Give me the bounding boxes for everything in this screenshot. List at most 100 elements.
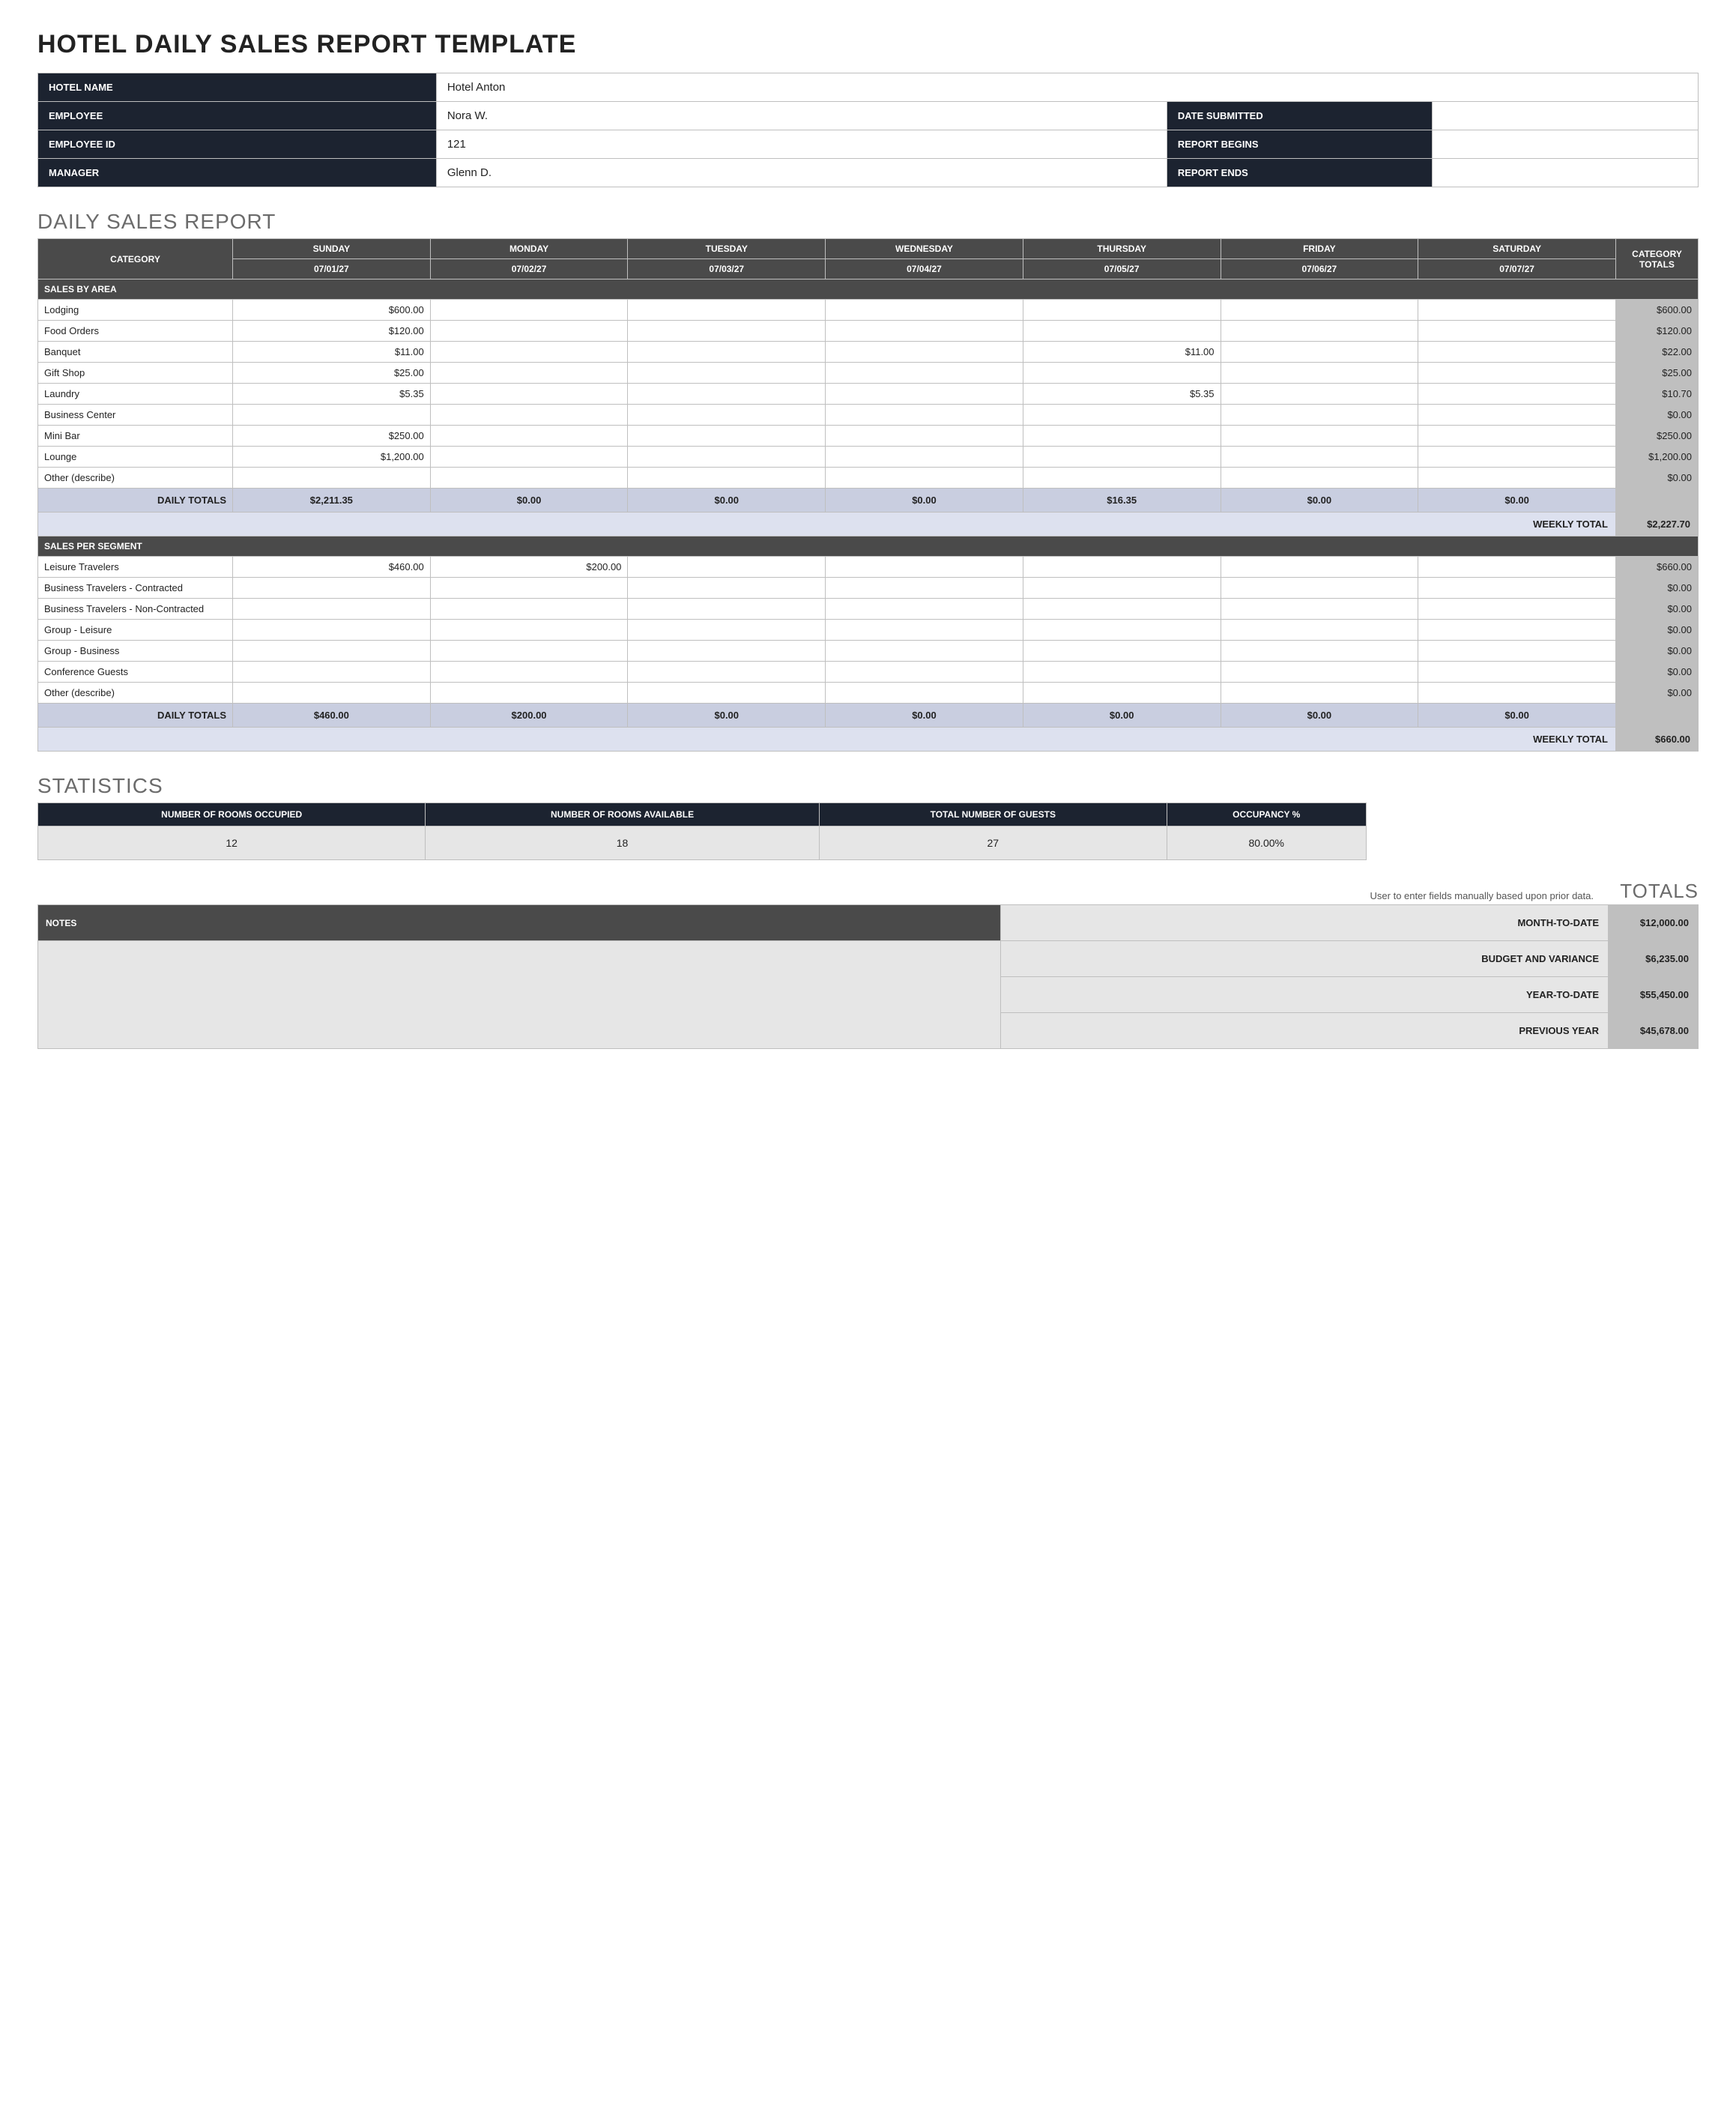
cell-value[interactable]	[430, 599, 628, 620]
cell-value[interactable]: $1,200.00	[233, 447, 431, 468]
cell-value[interactable]	[1418, 405, 1616, 426]
cell-value[interactable]	[1023, 405, 1221, 426]
cell-value[interactable]	[826, 321, 1023, 342]
cell-value[interactable]	[1418, 578, 1616, 599]
cell-value[interactable]	[628, 578, 826, 599]
cell-value[interactable]	[233, 578, 431, 599]
cell-value[interactable]	[1221, 662, 1418, 683]
cell-value[interactable]	[1023, 363, 1221, 384]
cell-value[interactable]	[1221, 426, 1418, 447]
cell-value[interactable]	[430, 405, 628, 426]
cell-value[interactable]	[628, 426, 826, 447]
cell-value[interactable]	[430, 321, 628, 342]
cell-value[interactable]	[628, 599, 826, 620]
cell-value[interactable]: $5.35	[233, 384, 431, 405]
cell-value[interactable]	[628, 641, 826, 662]
value-employee-id[interactable]: 121	[436, 130, 1167, 159]
cell-value[interactable]	[1221, 578, 1418, 599]
stats-value[interactable]: 18	[426, 826, 819, 860]
cell-value[interactable]	[1418, 641, 1616, 662]
cell-value[interactable]	[628, 683, 826, 704]
cell-value[interactable]	[233, 405, 431, 426]
stats-value[interactable]: 12	[38, 826, 426, 860]
cell-value[interactable]	[1221, 468, 1418, 489]
cell-value[interactable]	[826, 683, 1023, 704]
cell-value[interactable]	[1023, 662, 1221, 683]
cell-value[interactable]	[826, 426, 1023, 447]
cell-value[interactable]	[826, 557, 1023, 578]
cell-value[interactable]	[628, 363, 826, 384]
cell-value[interactable]	[826, 300, 1023, 321]
cell-value[interactable]	[1221, 557, 1418, 578]
cell-value[interactable]	[430, 363, 628, 384]
cell-value[interactable]	[1221, 405, 1418, 426]
cell-value[interactable]	[826, 342, 1023, 363]
value-report-begins[interactable]	[1433, 130, 1699, 159]
cell-value[interactable]: $200.00	[430, 557, 628, 578]
cell-value[interactable]	[826, 641, 1023, 662]
cell-value[interactable]	[826, 599, 1023, 620]
cell-value[interactable]	[1023, 447, 1221, 468]
cell-value[interactable]	[826, 468, 1023, 489]
cell-value[interactable]	[826, 620, 1023, 641]
stats-value[interactable]: 80.00%	[1167, 826, 1366, 860]
cell-value[interactable]	[628, 662, 826, 683]
cell-value[interactable]	[1221, 447, 1418, 468]
cell-value[interactable]	[233, 683, 431, 704]
cell-value[interactable]: $11.00	[233, 342, 431, 363]
cell-value[interactable]	[826, 405, 1023, 426]
cell-value[interactable]	[1418, 363, 1616, 384]
cell-value[interactable]	[233, 599, 431, 620]
cell-value[interactable]	[1418, 447, 1616, 468]
cell-value[interactable]	[1023, 321, 1221, 342]
value-date-submitted[interactable]	[1433, 102, 1699, 130]
cell-value[interactable]	[628, 384, 826, 405]
cell-value[interactable]	[430, 342, 628, 363]
cell-value[interactable]	[1418, 342, 1616, 363]
cell-value[interactable]	[1023, 426, 1221, 447]
cell-value[interactable]	[628, 468, 826, 489]
cell-value[interactable]	[628, 557, 826, 578]
cell-value[interactable]	[628, 620, 826, 641]
cell-value[interactable]: $250.00	[233, 426, 431, 447]
cell-value[interactable]	[628, 447, 826, 468]
cell-value[interactable]	[430, 662, 628, 683]
cell-value[interactable]	[826, 662, 1023, 683]
cell-value[interactable]	[1221, 342, 1418, 363]
cell-value[interactable]: $5.35	[1023, 384, 1221, 405]
cell-value[interactable]	[1023, 578, 1221, 599]
value-manager[interactable]: Glenn D.	[436, 159, 1167, 187]
cell-value[interactable]	[1221, 300, 1418, 321]
cell-value[interactable]	[1221, 363, 1418, 384]
cell-value[interactable]	[826, 447, 1023, 468]
cell-value[interactable]	[1023, 468, 1221, 489]
cell-value[interactable]	[233, 468, 431, 489]
cell-value[interactable]	[1418, 620, 1616, 641]
cell-value[interactable]	[1221, 321, 1418, 342]
value-employee[interactable]: Nora W.	[436, 102, 1167, 130]
cell-value[interactable]	[628, 300, 826, 321]
cell-value[interactable]	[430, 468, 628, 489]
cell-value[interactable]	[1418, 426, 1616, 447]
notes-body[interactable]	[38, 941, 1001, 1049]
cell-value[interactable]	[1418, 662, 1616, 683]
cell-value[interactable]	[430, 384, 628, 405]
cell-value[interactable]	[1418, 683, 1616, 704]
cell-value[interactable]	[1023, 620, 1221, 641]
cell-value[interactable]	[1418, 557, 1616, 578]
cell-value[interactable]	[1023, 599, 1221, 620]
cell-value[interactable]	[430, 426, 628, 447]
value-report-ends[interactable]	[1433, 159, 1699, 187]
cell-value[interactable]	[1221, 384, 1418, 405]
cell-value[interactable]: $120.00	[233, 321, 431, 342]
cell-value[interactable]	[1023, 557, 1221, 578]
cell-value[interactable]	[233, 662, 431, 683]
cell-value[interactable]	[233, 620, 431, 641]
cell-value[interactable]	[430, 300, 628, 321]
cell-value[interactable]	[826, 363, 1023, 384]
cell-value[interactable]	[826, 578, 1023, 599]
cell-value[interactable]: $460.00	[233, 557, 431, 578]
cell-value[interactable]	[826, 384, 1023, 405]
cell-value[interactable]	[430, 683, 628, 704]
stats-value[interactable]: 27	[819, 826, 1167, 860]
